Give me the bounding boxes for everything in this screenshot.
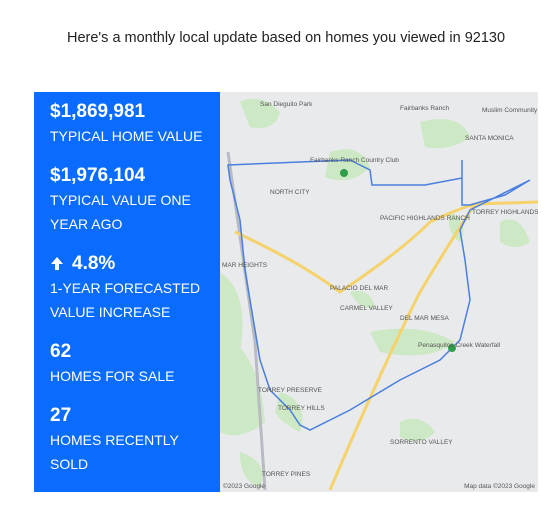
up-arrow: [51, 257, 63, 270]
stat: 27 HOMES RECENTLY SOLD: [50, 404, 179, 476]
map-label: Fairbanks Ranch Country Club: [310, 157, 399, 164]
map-label: Fairbanks Ranch: [400, 105, 450, 112]
stat-label: HOMES FOR SALE: [50, 368, 175, 384]
value-text: 27: [50, 405, 72, 426]
stat-label: 1-YEAR FORECASTED: [50, 280, 201, 296]
value-text: $1,976,104: [50, 165, 146, 186]
map-label: CARMEL VALLEY: [340, 305, 393, 312]
map-label: TORREY HIGHLANDS: [472, 209, 538, 216]
stat: $1,869,981 TYPICAL HOME VALUE: [50, 100, 202, 148]
map-label: TORREY HILLS: [278, 405, 325, 412]
stat-value: $1,976,104: [50, 164, 191, 188]
stat-value: $1,869,981: [50, 100, 202, 124]
value-text: 62: [50, 341, 72, 362]
stat-value: 27: [50, 404, 179, 428]
value-text: $1,869,981: [50, 101, 146, 122]
map-label: NORTH CITY: [270, 189, 310, 196]
heading: Here's a monthly local update based on h…: [66, 30, 506, 46]
map-label: TORREY PINES: [262, 471, 311, 478]
map-label: PALACIO DEL MAR: [330, 285, 388, 292]
map-attribution: ©2023 Google: [223, 482, 265, 490]
map-label: MAR HEIGHTS: [222, 262, 268, 269]
stat: $1,976,104 TYPICAL VALUE ONE YEAR AGO: [50, 164, 191, 236]
map-label: SANTA MONICA: [465, 135, 514, 142]
stats-panel: $1,869,981 TYPICAL HOME VALUE $1,976,104 TY…: [34, 92, 220, 492]
map-label: SORRENTO VALLEY: [390, 439, 453, 446]
map-label: Penasquitos Creek Waterfall: [418, 342, 501, 349]
stat-value: 4.8%: [50, 252, 200, 276]
stat-label: TYPICAL VALUE ONE: [50, 192, 191, 208]
stat-label: HOMES RECENTLY: [50, 432, 179, 448]
stat-label: SOLD: [50, 456, 89, 472]
map-attribution: Map data ©2023 Google: [464, 482, 535, 490]
stat-label: TYPICAL HOME VALUE: [50, 128, 203, 144]
stat-value: 62: [50, 340, 174, 364]
stat: 4.8% 1-YEAR FORECASTED VALUE INCREASE: [50, 252, 200, 324]
map-label: San Dieguito Park: [260, 101, 313, 108]
stat-label: VALUE INCREASE: [50, 304, 171, 320]
map-label: DEL MAR MESA: [400, 315, 450, 322]
stat: 62 HOMES FOR SALE: [50, 340, 174, 388]
map-label: PACIFIC HIGHLANDS RANCH: [380, 215, 470, 222]
map-label: Muslim Community Center of Greater: [482, 107, 538, 114]
map-label: TORREY PRESERVE: [258, 387, 323, 394]
value-text: 4.8%: [72, 253, 116, 274]
map[interactable]: San Dieguito Park Fairbanks Ranch Muslim C…: [220, 92, 538, 492]
stat-label: YEAR AGO: [50, 216, 123, 232]
